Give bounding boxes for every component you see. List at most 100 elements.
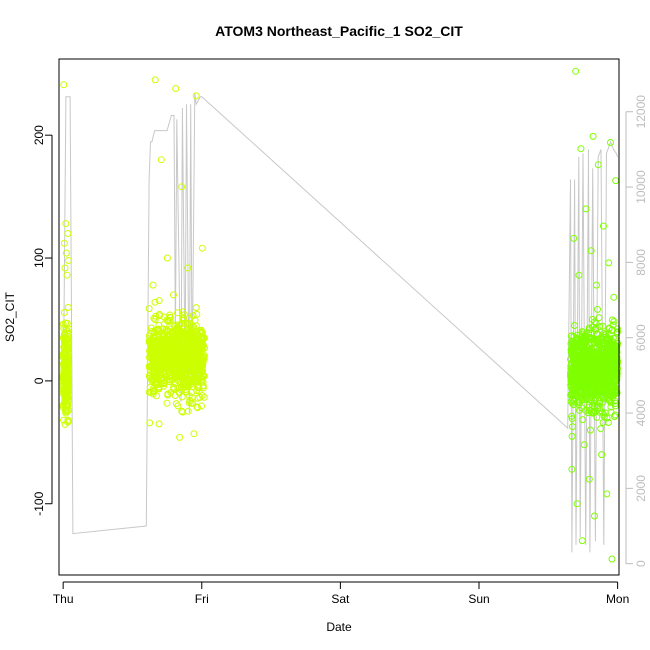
- scatter-point: [578, 537, 586, 545]
- scatter-point: [163, 399, 171, 407]
- scatter-point: [611, 377, 619, 385]
- scatter-point: [569, 387, 577, 395]
- scatter-point: [179, 315, 187, 323]
- y-tick-label: 100: [32, 248, 46, 268]
- scatter-point: [568, 399, 576, 407]
- scatter-point: [60, 353, 68, 361]
- scatter-point: [151, 332, 159, 340]
- scatter-point: [588, 378, 595, 385]
- scatter-point: [60, 388, 68, 396]
- scatter-point: [156, 336, 164, 343]
- scatter-point: [600, 413, 608, 421]
- scatter-point: [63, 343, 71, 351]
- scatter-point: [145, 305, 153, 313]
- scatter-point: [606, 339, 613, 347]
- scatter-point: [610, 293, 618, 301]
- scatter-point: [60, 81, 68, 89]
- scatter-point: [609, 348, 617, 356]
- scatter-point: [60, 239, 68, 247]
- scatter-point: [182, 381, 190, 389]
- scatter-point: [585, 401, 593, 409]
- scatter-point: [152, 312, 160, 320]
- scatter-point: [186, 396, 194, 404]
- scatter-point: [157, 380, 165, 388]
- scatter-point: [573, 331, 581, 339]
- scatter-point: [577, 145, 585, 153]
- scatter-point: [172, 85, 180, 92]
- y-tick-label: 200: [32, 125, 46, 145]
- scatter-point: [597, 370, 605, 378]
- scatter-point: [609, 346, 617, 354]
- scatter-point: [145, 362, 153, 370]
- scatter-point: [60, 416, 67, 424]
- scatter-point: [184, 329, 192, 337]
- scatter-point: [64, 418, 72, 426]
- scatter-point: [583, 389, 591, 397]
- scatter-point: [597, 425, 605, 433]
- y-right-tick-label: 2000: [634, 475, 648, 502]
- axes-layer: Thu Fri Sat Sun Mon-100010020002000400060008…: [32, 95, 648, 606]
- scatter-point: [200, 393, 208, 401]
- scatter-point: [166, 314, 174, 322]
- scatter-point: [585, 403, 593, 411]
- scatter-point: [155, 321, 163, 329]
- scatter-point: [613, 347, 621, 355]
- y-right-tick-label: 12000: [634, 95, 648, 129]
- scatter-point: [63, 380, 71, 388]
- scatter-point: [156, 366, 164, 374]
- x-tick-label: Fri: [195, 592, 209, 606]
- x-tick-label: Sat: [331, 592, 350, 606]
- scatter-point: [62, 325, 70, 333]
- scatter-point: [592, 324, 600, 332]
- chart-title: ATOM3 Northeast_Pacific_1 SO2_CIT: [215, 23, 463, 39]
- scatter-point: [157, 340, 165, 347]
- scatter-point: [608, 555, 616, 563]
- scatter-point: [595, 314, 603, 322]
- x-tick-label: Sun: [468, 592, 489, 606]
- y-axis-label: SO2_CIT: [3, 291, 17, 342]
- scatter-point: [147, 388, 155, 396]
- scatter-point: [190, 430, 198, 438]
- scatter-point: [194, 354, 202, 362]
- scatter-point: [609, 387, 616, 395]
- scatter-point: [166, 311, 174, 319]
- x-tick-label: Thu: [53, 592, 74, 606]
- scatter-point: [149, 339, 157, 347]
- scatter-point: [61, 392, 69, 400]
- scatter-point: [60, 350, 68, 358]
- scatter-point: [595, 397, 603, 405]
- scatter-point: [608, 326, 616, 334]
- scatter-point: [603, 490, 611, 498]
- scatter-point: [168, 340, 176, 348]
- y-tick-label: 0: [32, 377, 46, 384]
- scatter-point: [183, 333, 191, 341]
- scatter-point: [193, 377, 201, 384]
- scatter-point: [605, 353, 613, 361]
- scatter-point: [582, 205, 590, 213]
- scatter-point: [178, 183, 186, 191]
- scatter-point: [178, 319, 186, 327]
- scatter-point: [195, 384, 203, 392]
- scatter-point: [180, 374, 188, 382]
- scatter-point: [585, 475, 593, 483]
- scatter-point: [182, 355, 189, 362]
- scatter-point: [184, 264, 192, 272]
- scatter-point: [64, 303, 72, 311]
- scatter-point: [594, 161, 602, 169]
- scatter-point: [572, 67, 580, 75]
- scatter-point: [581, 339, 589, 347]
- scatter-point: [568, 465, 576, 473]
- scatter-point: [60, 334, 68, 342]
- scatter-point: [579, 354, 587, 362]
- scatter-point: [577, 357, 584, 364]
- y-right-tick-label: 8000: [634, 249, 648, 276]
- y-right-tick-label: 6000: [634, 324, 648, 351]
- scatter-point: [192, 322, 200, 330]
- scatter-point: [192, 92, 200, 100]
- scatter-point: [604, 419, 612, 426]
- scatter-point: [602, 380, 610, 388]
- scatter-point: [578, 396, 586, 404]
- scatter-point: [569, 365, 577, 373]
